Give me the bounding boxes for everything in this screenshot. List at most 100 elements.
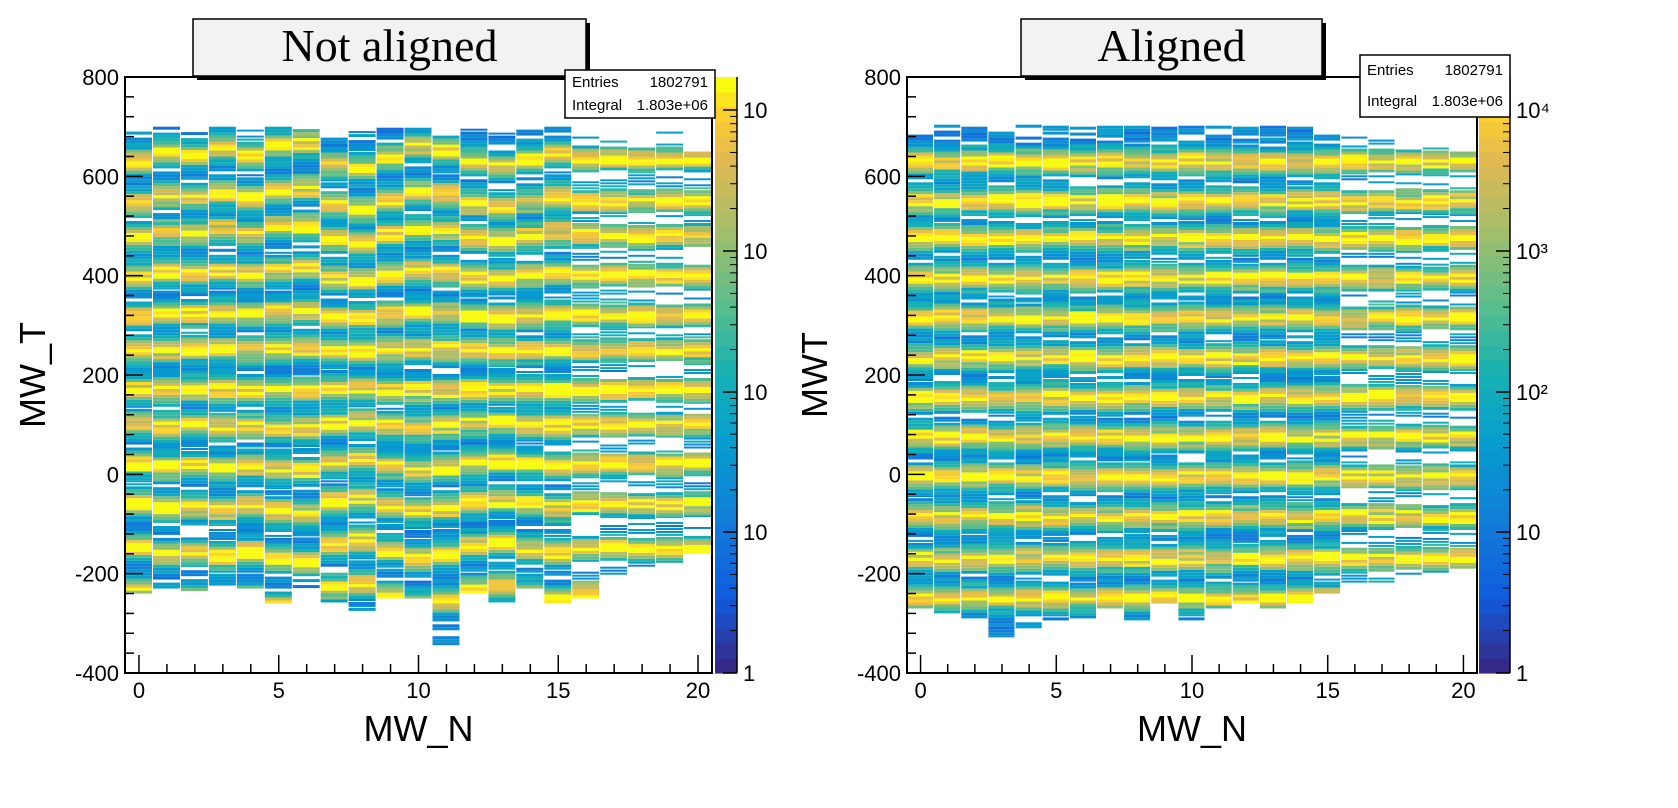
heatmap-cell bbox=[404, 568, 432, 572]
heatmap-cell bbox=[208, 582, 236, 586]
heatmap-cell bbox=[988, 507, 1015, 511]
heatmap-cell bbox=[572, 282, 600, 286]
heatmap-cell bbox=[404, 482, 432, 486]
heatmap-cell bbox=[907, 474, 934, 478]
heatmap-cell bbox=[153, 397, 180, 401]
heatmap-cell bbox=[1042, 158, 1069, 162]
heatmap-cell bbox=[628, 308, 656, 312]
heatmap-cell bbox=[292, 141, 320, 145]
heatmap-cell bbox=[180, 340, 208, 344]
heatmap-cell bbox=[907, 545, 934, 549]
heatmap-cell bbox=[180, 138, 208, 142]
heatmap-cell bbox=[432, 549, 460, 553]
heatmap-cell bbox=[348, 435, 376, 439]
heatmap-cell bbox=[961, 302, 988, 306]
heatmap-cell bbox=[1015, 282, 1042, 286]
heatmap-cell bbox=[907, 185, 934, 189]
heatmap-cell bbox=[460, 289, 488, 293]
heatmap-cell bbox=[1069, 195, 1096, 199]
heatmap-cell bbox=[544, 308, 572, 312]
heatmap-cell bbox=[264, 400, 292, 404]
heatmap-cell bbox=[153, 153, 180, 157]
heatmap-cell bbox=[684, 488, 711, 491]
heatmap-cell bbox=[656, 143, 684, 146]
heatmap-cell bbox=[516, 228, 544, 231]
heatmap-cell bbox=[236, 457, 264, 461]
heatmap-cell bbox=[516, 537, 544, 541]
heatmap-cell bbox=[208, 433, 236, 437]
heatmap-cell bbox=[320, 265, 348, 269]
heatmap-cell bbox=[488, 189, 516, 192]
heatmap-cell bbox=[628, 496, 656, 500]
heatmap-cell bbox=[1069, 466, 1096, 470]
heatmap-cell bbox=[1069, 269, 1096, 273]
heatmap-cell bbox=[516, 394, 544, 398]
heatmap-cell bbox=[1069, 558, 1096, 562]
y-tick-label: -400 bbox=[75, 661, 119, 686]
heatmap-cell bbox=[628, 332, 656, 335]
heatmap-cell bbox=[320, 235, 348, 239]
heatmap-cell bbox=[153, 502, 180, 506]
heatmap-cell bbox=[934, 312, 961, 316]
heatmap-cell bbox=[544, 362, 572, 366]
heatmap-cell bbox=[1042, 310, 1069, 314]
heatmap-cell bbox=[1178, 593, 1205, 597]
heatmap-cell bbox=[432, 427, 460, 431]
heatmap-cell bbox=[907, 393, 934, 397]
heatmap-cell bbox=[320, 244, 348, 248]
heatmap-cell bbox=[516, 272, 544, 276]
heatmap-cell bbox=[600, 301, 628, 304]
heatmap-cell bbox=[1124, 474, 1151, 478]
heatmap-cell bbox=[572, 348, 600, 352]
heatmap-cell bbox=[572, 184, 600, 187]
heatmap-cell bbox=[988, 533, 1015, 537]
heatmap-cell bbox=[488, 484, 516, 488]
heatmap-cell bbox=[656, 393, 684, 397]
heatmap-cell bbox=[1015, 410, 1042, 414]
heatmap-cell bbox=[460, 230, 488, 233]
heatmap-cell bbox=[488, 546, 516, 550]
heatmap-cell bbox=[907, 343, 934, 347]
heatmap-cell bbox=[544, 585, 572, 589]
heatmap-cell bbox=[1097, 173, 1124, 177]
heatmap-cell bbox=[264, 269, 292, 273]
heatmap-cell bbox=[1124, 489, 1151, 493]
heatmap-cell bbox=[628, 171, 656, 174]
heatmap-cell bbox=[125, 188, 152, 192]
heatmap-cell bbox=[1205, 468, 1232, 472]
heatmap-cell bbox=[1151, 427, 1178, 431]
heatmap-cell bbox=[320, 170, 348, 174]
heatmap-cell bbox=[600, 361, 628, 364]
heatmap-cell bbox=[684, 354, 711, 358]
heatmap-cell bbox=[1205, 343, 1232, 347]
heatmap-cell bbox=[1015, 124, 1042, 128]
heatmap-cell bbox=[961, 540, 988, 544]
heatmap-cell bbox=[236, 329, 264, 333]
heatmap-cell bbox=[1151, 242, 1178, 246]
heatmap-cell bbox=[516, 362, 544, 366]
heatmap-cell bbox=[1178, 319, 1205, 323]
heatmap-cell bbox=[628, 239, 656, 243]
heatmap-cell bbox=[988, 146, 1015, 150]
heatmap-cell bbox=[656, 456, 684, 460]
heatmap-cell bbox=[376, 556, 404, 560]
heatmap-cell bbox=[404, 232, 432, 235]
heatmap-cell bbox=[1069, 505, 1096, 509]
heatmap-cell bbox=[1205, 227, 1232, 230]
heatmap-cell bbox=[460, 477, 488, 481]
heatmap-cell bbox=[628, 433, 656, 437]
heatmap-cell bbox=[1069, 308, 1096, 312]
heatmap-cell bbox=[628, 460, 656, 464]
heatmap-cell bbox=[460, 563, 488, 567]
heatmap-cell bbox=[292, 305, 320, 308]
heatmap-cell bbox=[153, 177, 180, 181]
heatmap-cell bbox=[1205, 233, 1232, 236]
heatmap-cell bbox=[961, 469, 988, 473]
heatmap-cell bbox=[180, 170, 208, 174]
heatmap-cell bbox=[516, 281, 544, 285]
heatmap-cell bbox=[1178, 224, 1205, 227]
heatmap-cell bbox=[628, 514, 656, 518]
heatmap-cell bbox=[988, 435, 1015, 439]
heatmap-cell bbox=[264, 394, 292, 398]
heatmap-cell bbox=[432, 382, 460, 386]
